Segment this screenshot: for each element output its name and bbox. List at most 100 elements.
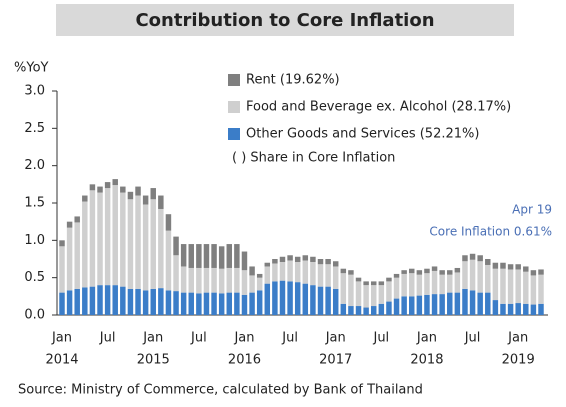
bar-segment [500, 262, 506, 269]
bar-segment [127, 199, 134, 289]
bar-segment [234, 267, 240, 293]
bar-segment [127, 191, 134, 200]
bar-segment [393, 298, 400, 315]
bar-segment [104, 182, 111, 189]
bar-segment [492, 268, 499, 301]
y-tick-label: 1.0 [24, 233, 45, 248]
bar-segment [74, 216, 80, 223]
bar-segment [279, 280, 286, 315]
bar-segment [272, 263, 278, 282]
bar-segment [325, 259, 331, 265]
bar-segment [272, 259, 278, 264]
bar-segment [332, 288, 339, 315]
bar-segment [409, 268, 415, 274]
bar-segment [462, 288, 468, 315]
bar-segment [294, 261, 301, 283]
bar-segment [332, 266, 339, 289]
bar-segment [294, 282, 301, 315]
bar-segment [515, 303, 521, 315]
bar-segment [150, 288, 156, 315]
x-tick-label: Jul [190, 331, 207, 346]
bar-segment [370, 306, 377, 315]
bar-segment [256, 290, 263, 315]
bar-segment [355, 306, 362, 315]
bar-segment [325, 264, 331, 287]
x-tick-label: Jan [325, 331, 346, 346]
bar-segment [82, 287, 88, 315]
x-tick-label: Jan [233, 331, 254, 346]
bar-segment [249, 275, 255, 293]
bar-segment [218, 246, 225, 269]
bar-segment [180, 266, 187, 293]
bar-segment [348, 270, 354, 275]
bar-segment [82, 195, 88, 202]
bar-segment [454, 292, 461, 315]
bar-segment [302, 283, 309, 315]
bar-segment [59, 246, 65, 293]
bar-segment [439, 274, 445, 295]
bar-segment [256, 277, 263, 291]
bar-segment [317, 286, 324, 315]
bar-segment [104, 188, 111, 286]
x-year-label: 2015 [137, 353, 170, 368]
bar-segment [538, 274, 544, 304]
bar-segment [89, 286, 96, 315]
bar-segment [310, 256, 316, 262]
bar-segment [264, 266, 271, 284]
bar-segment [158, 208, 164, 289]
bar-segment [530, 304, 537, 315]
bar-segment [386, 281, 392, 302]
bar-segment [158, 195, 164, 209]
x-year-label: 2019 [502, 353, 535, 368]
annotation: Apr 19 [512, 203, 552, 217]
bar-segment [431, 270, 438, 295]
bar-segment [507, 264, 514, 270]
chart-title: Contribution to Core Inflation [135, 10, 434, 31]
bar-segment [507, 269, 514, 304]
bar-segment [454, 267, 461, 273]
bar-segment [135, 195, 141, 289]
x-tick-label: Jul [372, 331, 389, 346]
bar-segment [317, 259, 324, 265]
bar-segment [538, 303, 544, 315]
bar-segment [416, 295, 423, 315]
bar-segment [523, 271, 529, 304]
bar-segment [241, 294, 248, 315]
bar-segment [218, 268, 225, 294]
bar-segment [89, 184, 96, 191]
bar-segment [226, 267, 233, 293]
bar-segment [66, 227, 73, 291]
bar-segment [158, 288, 164, 315]
y-tick-label: 1.5 [24, 196, 45, 211]
bar-segment [180, 292, 187, 315]
bar-segment [112, 285, 118, 315]
legend-label: Food and Beverage ex. Alcohol (28.17%) [246, 100, 511, 115]
bar-segment [370, 281, 377, 286]
bar-segment [454, 272, 461, 293]
bar-segment [447, 292, 453, 315]
bar-segment [485, 259, 491, 265]
bar-segment [401, 273, 407, 297]
y-tick-label: 0.5 [24, 270, 45, 285]
y-tick-label: 0.0 [24, 308, 45, 323]
y-tick-label: 2.5 [24, 121, 45, 136]
bar-segment [66, 221, 73, 228]
bar-segment [104, 285, 111, 315]
bar-segment [477, 261, 483, 293]
legend-label: Rent (19.62%) [246, 73, 340, 88]
bar-segment [310, 261, 316, 286]
bar-segment [59, 240, 65, 247]
y-tick-label: 2.0 [24, 158, 45, 173]
bar-segment [241, 270, 248, 295]
bar-segment [89, 190, 96, 287]
bar-segment [287, 260, 293, 282]
bar-segment [439, 294, 445, 315]
bar-segment [485, 264, 491, 293]
bar-segment [82, 201, 88, 288]
bar-segment [173, 236, 179, 256]
bar-segment [424, 294, 430, 315]
bar-segment [310, 285, 316, 315]
bar-segment [279, 261, 286, 281]
x-tick-label: Jan [51, 331, 72, 346]
bar-segment [127, 288, 134, 315]
